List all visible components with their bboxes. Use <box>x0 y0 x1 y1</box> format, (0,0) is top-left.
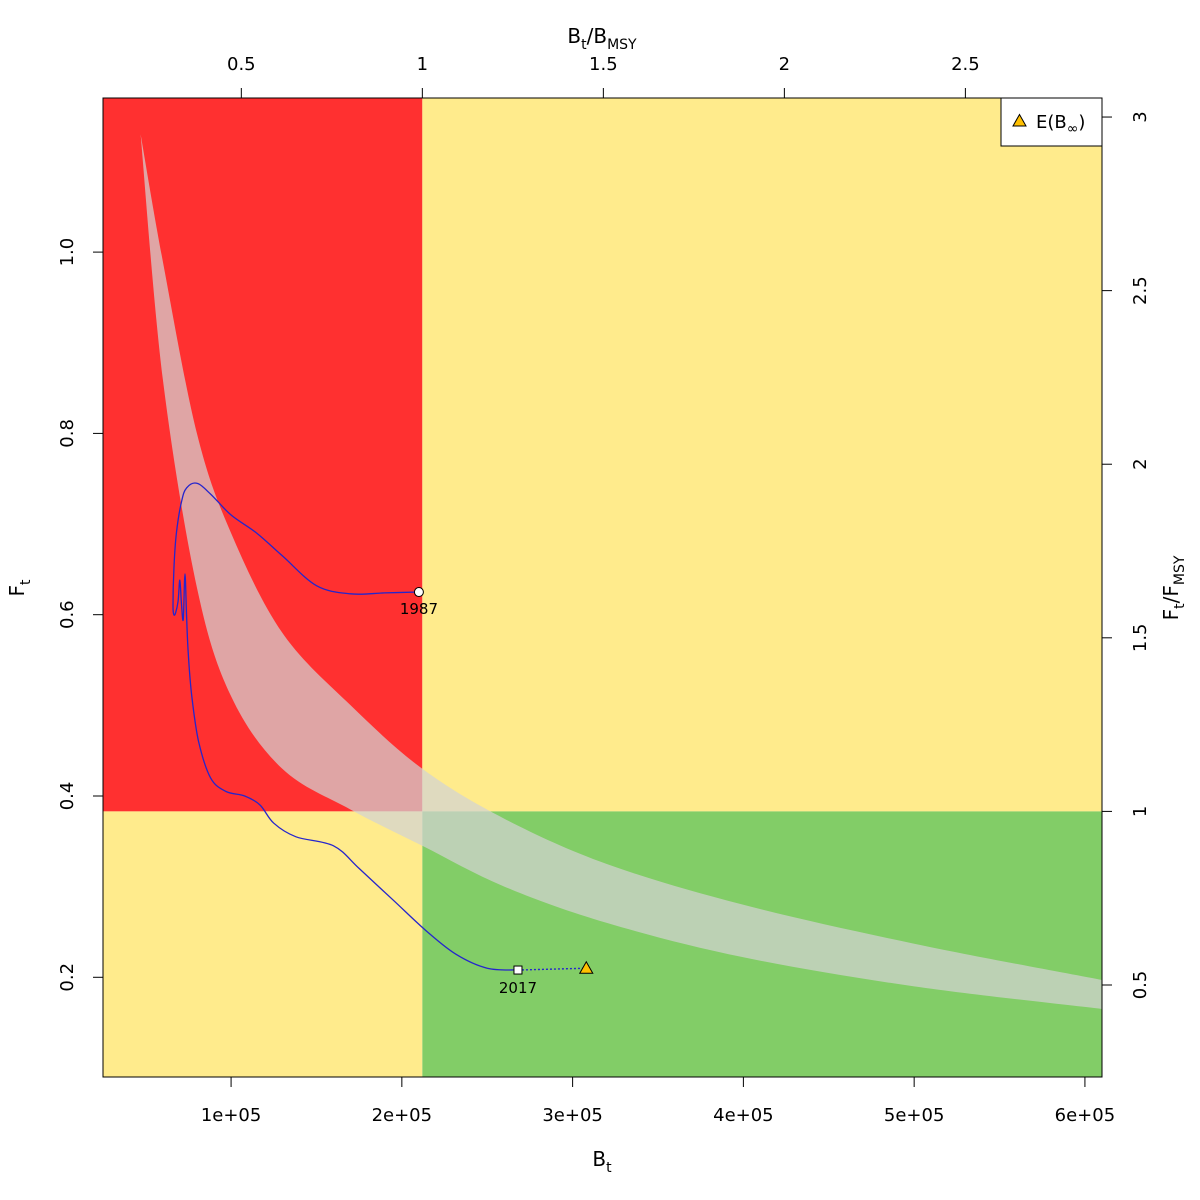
x-tick-label: 2e+05 <box>372 1105 433 1126</box>
y2-tick-label: 2 <box>1130 458 1151 469</box>
projection-line <box>517 967 587 971</box>
y-tick-label: 0.6 <box>57 600 78 629</box>
y-tick-label: 0.4 <box>57 782 78 811</box>
end-year-label: 2017 <box>499 979 537 997</box>
y-tick-label: 1.0 <box>57 238 78 267</box>
x-tick-label: 3e+05 <box>542 1105 603 1126</box>
y-axis-left: 0.2 0.4 0.6 0.8 1.0 <box>57 238 104 992</box>
msy-uncertainty-band <box>140 134 1102 1009</box>
start-point-marker <box>413 587 424 598</box>
legend-label: E(B∞) <box>1036 112 1085 137</box>
x2-tick-label: 0.5 <box>227 54 256 75</box>
x-axis-title: Bt <box>592 1147 612 1176</box>
overfishing-zone <box>422 98 1102 812</box>
legend: E(B∞) <box>1000 97 1103 147</box>
x-tick-label: 5e+05 <box>884 1105 945 1126</box>
y2-tick-label: 1 <box>1130 806 1151 817</box>
x2-tick-label: 1 <box>417 54 428 75</box>
x-tick-label: 6e+05 <box>1055 1105 1116 1126</box>
x-tick-label: 1e+05 <box>201 1105 262 1126</box>
stock-trajectory-line <box>172 482 519 971</box>
x2-axis-title: Bt/BMSY <box>567 24 637 53</box>
y2-tick-label: 1.5 <box>1130 623 1151 652</box>
overfished-zone <box>103 811 423 1077</box>
x2-tick-label: 2 <box>779 54 790 75</box>
x2-tick-label: 2.5 <box>951 54 980 75</box>
end-point-marker <box>513 965 523 975</box>
y-tick-label: 0.2 <box>57 963 78 992</box>
x2-tick-label: 1.5 <box>589 54 618 75</box>
y2-axis-title: Ft/FMSY <box>1159 555 1188 620</box>
x-axis-bottom: 1e+05 2e+05 3e+05 4e+05 5e+05 6e+05 <box>201 1076 1116 1126</box>
expected-equilibrium-marker <box>578 960 594 974</box>
y2-tick-label: 0.5 <box>1130 971 1151 1000</box>
y-axis-title: Ft <box>5 579 34 597</box>
x-axis-top: 0.5 1 1.5 2 2.5 <box>227 54 980 99</box>
start-year-label: 1987 <box>400 600 438 618</box>
y-axis-right: 0.5 1 1.5 2 2.5 3 <box>1101 111 1151 1000</box>
y-tick-label: 0.8 <box>57 419 78 448</box>
x-tick-label: 4e+05 <box>713 1105 774 1126</box>
y2-tick-label: 2.5 <box>1130 276 1151 305</box>
y2-tick-label: 3 <box>1130 111 1151 122</box>
legend-triangle-icon <box>1012 113 1027 127</box>
